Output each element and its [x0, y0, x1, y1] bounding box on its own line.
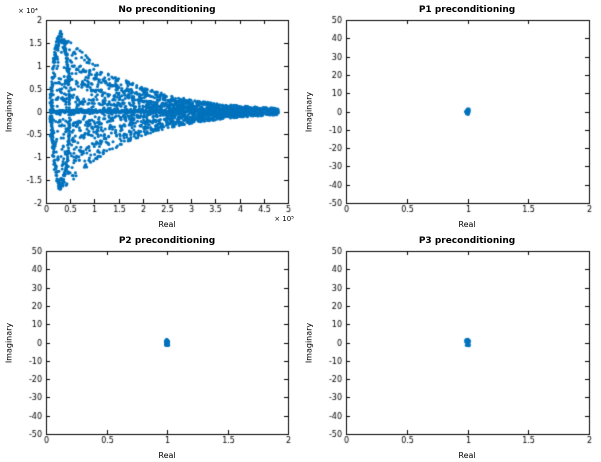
plot-area-p2-preconditioning [0, 231, 300, 462]
y-axis-label: Imaginary [304, 91, 314, 133]
subplot-p3-preconditioning: P3 preconditioning Imaginary Real [300, 231, 601, 462]
subplot-p2-preconditioning: P2 preconditioning Imaginary Real [0, 231, 300, 462]
y-axis-label: Imaginary [4, 91, 14, 133]
subplot-no-preconditioning: No preconditioning Imaginary Real × 10⁴ … [0, 0, 300, 231]
plot-title: P1 preconditioning [418, 5, 516, 15]
x-axis-label: Real [158, 451, 176, 460]
plot-title: P3 preconditioning [418, 236, 516, 246]
y-axis-label: Imaginary [4, 322, 14, 364]
plot-title: No preconditioning [118, 5, 216, 15]
x-axis-label: Real [158, 220, 176, 229]
x-axis-label: Real [458, 451, 476, 460]
x-axis-exponent: × 10⁵ [274, 215, 294, 223]
plot-area-p1-preconditioning [300, 0, 601, 231]
y-axis-exponent: × 10⁴ [18, 7, 38, 15]
x-axis-label: Real [458, 220, 476, 229]
plot-area-no-preconditioning [0, 0, 300, 231]
subplot-p1-preconditioning: P1 preconditioning Imaginary Real [300, 0, 601, 231]
y-axis-label: Imaginary [304, 322, 314, 364]
plot-area-p3-preconditioning [300, 231, 601, 462]
plot-title: P2 preconditioning [118, 236, 216, 246]
